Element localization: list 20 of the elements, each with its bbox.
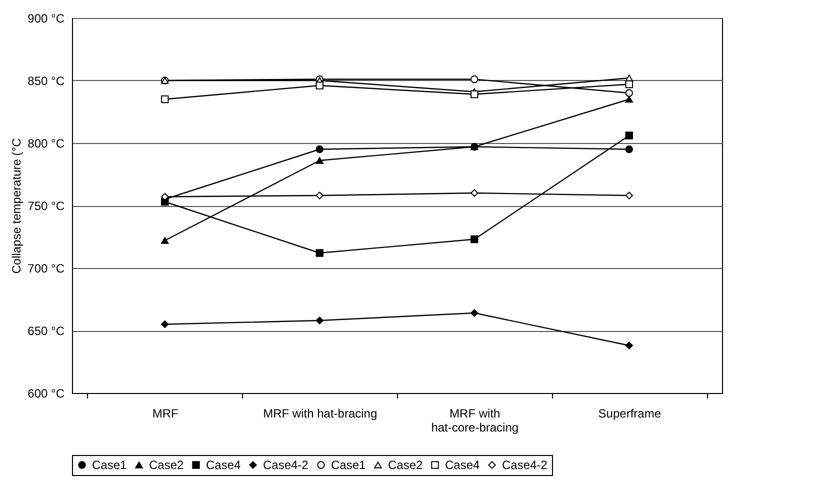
x-tick-label: MRF with hat-bracing bbox=[263, 406, 378, 420]
y-tick-label: 800 °C bbox=[28, 136, 65, 150]
legend-label: Case2 bbox=[388, 458, 424, 472]
legend-label: Case4 bbox=[206, 458, 242, 472]
x-tick-label: Superframe bbox=[598, 406, 662, 420]
legend-label: Case1 bbox=[92, 458, 128, 472]
legend-label: Case4 bbox=[445, 458, 480, 472]
y-tick-label: 850 °C bbox=[28, 74, 65, 88]
x-tick-label: MRF with hat-core-bracing bbox=[431, 406, 519, 434]
y-tick-label: 750 °C bbox=[28, 199, 65, 213]
y-tick-label: 900 °C bbox=[28, 12, 65, 26]
y-tick-label: 700 °C bbox=[28, 262, 65, 276]
x-tick-label: MRF bbox=[152, 406, 178, 420]
legend-label: Case1 bbox=[331, 458, 366, 472]
y-tick-label: 650 °C bbox=[28, 324, 65, 338]
y-axis-title: Collapse temperature (°C bbox=[10, 138, 24, 274]
legend-label: Case4-2 bbox=[263, 458, 309, 472]
y-tick-label: 600 °C bbox=[28, 386, 65, 400]
legend-label: Case2 bbox=[149, 458, 184, 472]
legend-label: Case4-2 bbox=[502, 458, 548, 472]
